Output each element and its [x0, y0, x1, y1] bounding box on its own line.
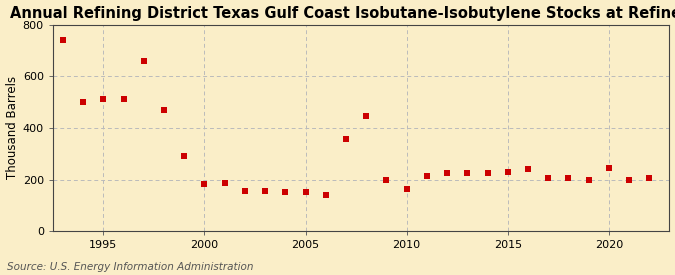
Point	[482, 171, 493, 175]
Point	[159, 108, 169, 112]
Text: Source: U.S. Energy Information Administration: Source: U.S. Energy Information Administ…	[7, 262, 253, 272]
Point	[421, 174, 432, 178]
Point	[502, 170, 513, 174]
Point	[543, 176, 554, 180]
Point	[401, 186, 412, 191]
Point	[219, 180, 230, 185]
Point	[118, 97, 129, 102]
Point	[462, 171, 472, 175]
Point	[300, 190, 311, 194]
Point	[321, 193, 331, 197]
Point	[381, 178, 392, 182]
Point	[361, 114, 372, 119]
Point	[240, 189, 250, 193]
Point	[563, 176, 574, 180]
Point	[583, 177, 594, 182]
Point	[78, 100, 88, 104]
Point	[341, 137, 352, 142]
Point	[57, 38, 68, 42]
Title: Annual Refining District Texas Gulf Coast Isobutane-Isobutylene Stocks at Refine: Annual Refining District Texas Gulf Coas…	[10, 6, 675, 21]
Point	[199, 182, 210, 186]
Point	[179, 154, 190, 158]
Point	[260, 189, 271, 193]
Point	[522, 167, 533, 171]
Point	[441, 171, 452, 175]
Point	[644, 176, 655, 180]
Point	[98, 97, 109, 102]
Point	[624, 177, 634, 182]
Y-axis label: Thousand Barrels: Thousand Barrels	[5, 76, 18, 179]
Point	[138, 59, 149, 63]
Point	[280, 190, 291, 195]
Point	[603, 166, 614, 170]
